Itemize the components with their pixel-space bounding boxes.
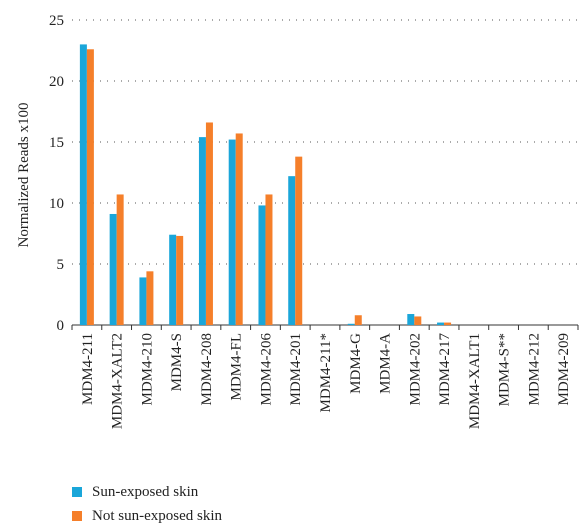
bar-sun-exposed bbox=[139, 277, 147, 325]
bar-sun-exposed bbox=[169, 234, 177, 325]
bar-sun-exposed bbox=[109, 213, 117, 325]
bar-not-sun-exposed bbox=[414, 316, 422, 325]
x-tick-label: MDM4-211 bbox=[80, 333, 96, 405]
x-tick-label: MDM4-S** bbox=[497, 333, 513, 406]
legend-label-not-sun-exposed: Not sun-exposed skin bbox=[92, 507, 222, 524]
x-tick-label: MDM4-206 bbox=[258, 333, 274, 406]
bar-not-sun-exposed bbox=[265, 194, 273, 325]
legend-label-sun-exposed: Sun-exposed skin bbox=[92, 483, 199, 500]
y-tick-label: 25 bbox=[49, 13, 64, 29]
x-tick-label: MDM4-212 bbox=[526, 333, 542, 406]
gridlines bbox=[72, 19, 578, 265]
bar-not-sun-exposed bbox=[205, 122, 213, 325]
bar-sun-exposed bbox=[198, 137, 206, 325]
x-tick-label: MDM4-217 bbox=[437, 333, 453, 406]
legend-item-not-sun-exposed: Not sun-exposed skin bbox=[72, 504, 222, 528]
x-tick-label: MDM4-202 bbox=[407, 333, 423, 406]
x-tick-label: MDM4-G bbox=[348, 333, 364, 394]
x-tick-label: MDM4-209 bbox=[556, 333, 572, 406]
x-tick-label: MDM4-S bbox=[169, 333, 185, 391]
y-axis-ticks: 0 5 10 15 20 25 bbox=[49, 13, 64, 334]
x-tick-label: MDM4-210 bbox=[139, 333, 155, 406]
y-tick-label: 0 bbox=[57, 318, 65, 334]
bar-not-sun-exposed bbox=[444, 322, 452, 325]
legend-swatch-not-sun-exposed bbox=[72, 511, 82, 521]
bar-sun-exposed bbox=[437, 322, 445, 325]
bar-sun-exposed bbox=[228, 139, 236, 325]
bar-not-sun-exposed bbox=[176, 235, 184, 325]
bar-not-sun-exposed bbox=[295, 156, 303, 325]
x-tick-label: MDM4-XALT2 bbox=[110, 333, 126, 429]
bar-not-sun-exposed bbox=[354, 315, 362, 325]
bar-not-sun-exposed bbox=[86, 49, 94, 325]
x-tick-label: MDM4-A bbox=[378, 333, 394, 394]
bar-sun-exposed bbox=[407, 314, 415, 325]
bar-sun-exposed bbox=[79, 44, 87, 326]
x-tick-label: MDM4-211* bbox=[318, 333, 334, 412]
x-axis-ticks: MDM4-211 MDM4-XALT2 MDM4-210 MDM4-S MDM4-208… bbox=[71, 325, 579, 429]
bar-not-sun-exposed bbox=[116, 194, 124, 325]
x-tick-label: MDM4-208 bbox=[199, 333, 215, 406]
y-tick-label: 20 bbox=[49, 74, 64, 90]
y-tick-label: 5 bbox=[57, 257, 65, 273]
legend-item-sun-exposed: Sun-exposed skin bbox=[72, 480, 222, 504]
y-tick-label: 10 bbox=[49, 196, 64, 212]
legend: Sun-exposed skin Not sun-exposed skin bbox=[72, 480, 222, 528]
bar-sun-exposed bbox=[288, 176, 296, 325]
y-axis-label: Normalized Reads x100 bbox=[16, 103, 32, 248]
x-tick-label: MDM4-FL bbox=[229, 333, 245, 401]
bars bbox=[79, 44, 452, 326]
bar-not-sun-exposed bbox=[235, 133, 243, 325]
legend-swatch-sun-exposed bbox=[72, 487, 82, 497]
bar-sun-exposed bbox=[347, 323, 355, 325]
y-tick-label: 15 bbox=[49, 135, 64, 151]
bar-sun-exposed bbox=[258, 205, 266, 325]
x-tick-label: MDM4-201 bbox=[288, 333, 304, 406]
bar-not-sun-exposed bbox=[146, 271, 154, 325]
x-tick-label: MDM4-XALT1 bbox=[467, 333, 483, 429]
